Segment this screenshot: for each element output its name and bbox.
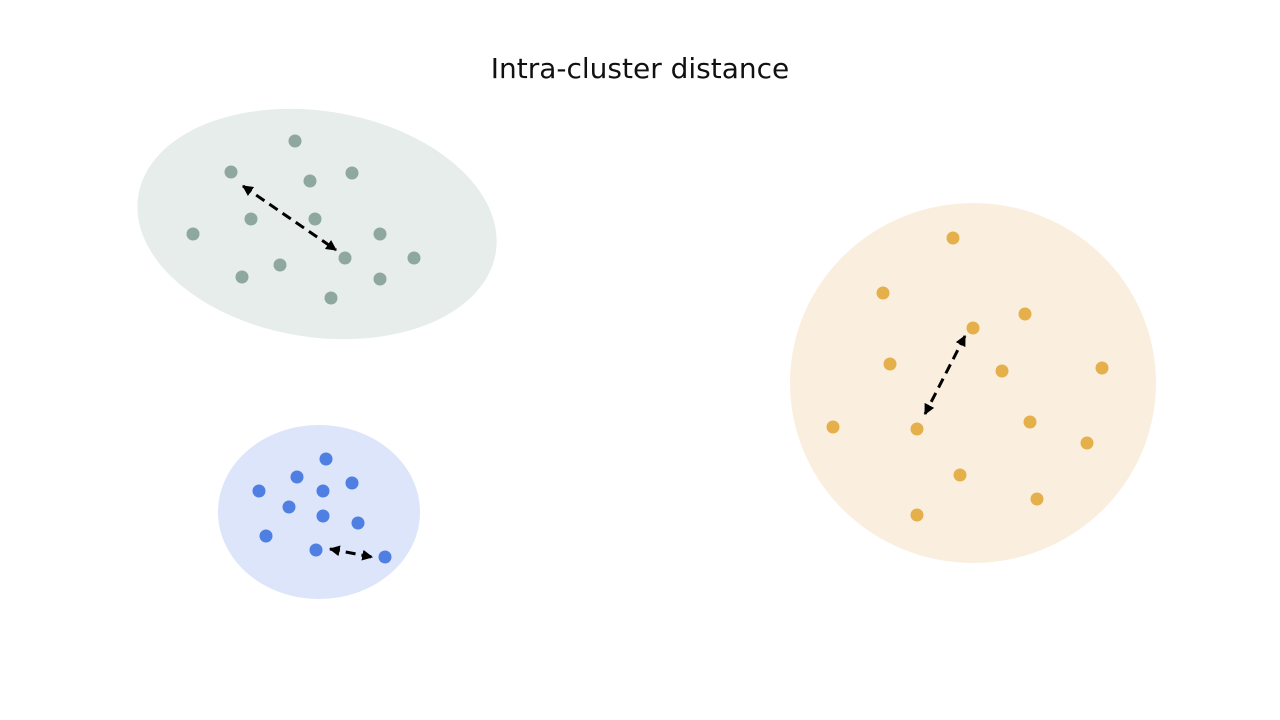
- green-cluster-point: [308, 212, 322, 226]
- green-cluster-point: [338, 251, 352, 265]
- orange-cluster-point: [1030, 492, 1044, 506]
- orange-cluster-point: [1080, 436, 1094, 450]
- blue-cluster-point: [345, 476, 359, 490]
- blue-cluster-point: [252, 484, 266, 498]
- green-cluster-point: [407, 251, 421, 265]
- blue-cluster-point: [316, 509, 330, 523]
- green-cluster-point: [244, 212, 258, 226]
- green-cluster-point: [235, 270, 249, 284]
- orange-cluster-point: [966, 321, 980, 335]
- green-cluster-point: [373, 227, 387, 241]
- blue-cluster-point: [351, 516, 365, 530]
- orange-cluster-point: [1095, 361, 1109, 375]
- blue-cluster-point: [319, 452, 333, 466]
- blue-cluster-point: [290, 470, 304, 484]
- blue-cluster-point: [282, 500, 296, 514]
- orange-cluster-point: [995, 364, 1009, 378]
- orange-cluster-point: [1023, 415, 1037, 429]
- orange-cluster-region: [790, 203, 1156, 563]
- orange-cluster-point: [826, 420, 840, 434]
- blue-cluster-distance-arrow: [328, 545, 374, 561]
- blue-cluster-point: [316, 484, 330, 498]
- orange-cluster-point: [953, 468, 967, 482]
- green-cluster-point: [324, 291, 338, 305]
- blue-cluster-point: [378, 550, 392, 564]
- green-cluster-point: [186, 227, 200, 241]
- diagram-title: Intra-cluster distance: [490, 52, 790, 85]
- green-cluster-point: [273, 258, 287, 272]
- blue-cluster-point: [259, 529, 273, 543]
- orange-cluster-point: [910, 508, 924, 522]
- green-cluster-point: [345, 166, 359, 180]
- green-cluster-point: [373, 272, 387, 286]
- green-cluster-distance-arrow: [242, 184, 337, 252]
- orange-cluster-point: [883, 357, 897, 371]
- green-cluster-point: [224, 165, 238, 179]
- orange-cluster-point: [910, 422, 924, 436]
- orange-cluster-point: [876, 286, 890, 300]
- green-cluster-point: [288, 134, 302, 148]
- orange-cluster-point: [946, 231, 960, 245]
- orange-cluster-point: [1018, 307, 1032, 321]
- green-cluster-point: [303, 174, 317, 188]
- orange-cluster-distance-arrow: [923, 335, 967, 415]
- blue-cluster-point: [309, 543, 323, 557]
